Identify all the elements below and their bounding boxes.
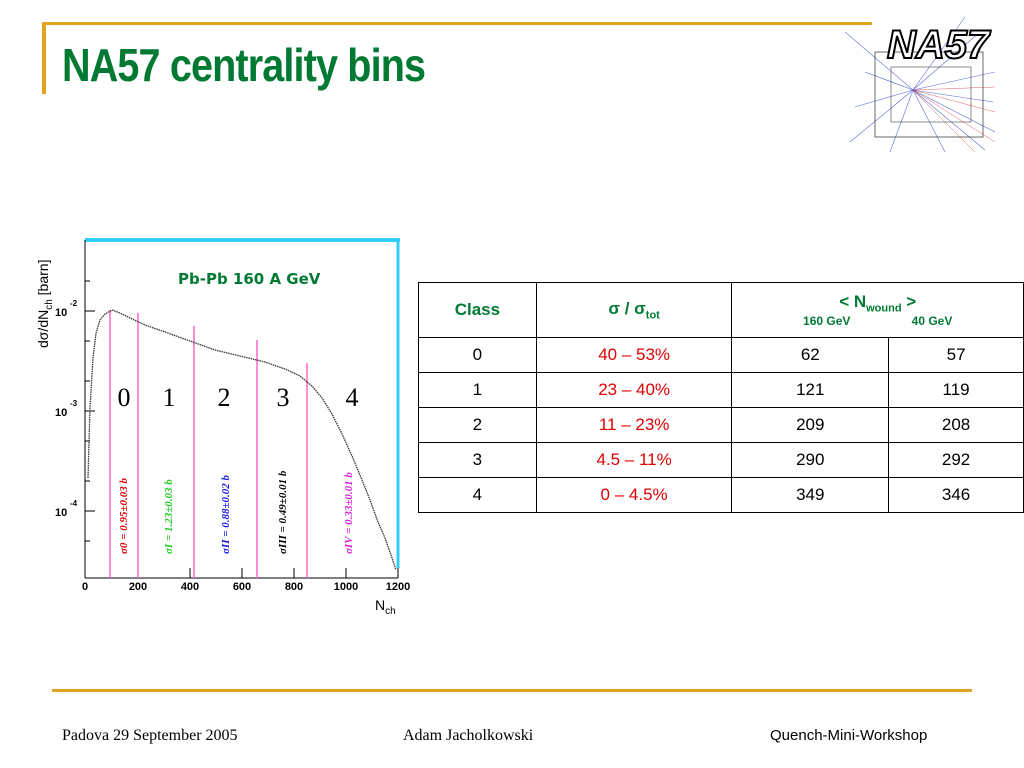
cell-fraction: 4.5 – 11% [535,442,733,478]
logo-text: NA57 [887,23,991,67]
table-row: 1 23 – 40% 121 119 [418,372,1024,408]
table-row: 4 0 – 4.5% 349 346 [418,477,1024,513]
table-row: 3 4.5 – 11% 290 292 [418,442,1024,478]
cell-class: 3 [418,442,537,478]
y-tick-label: 10 [55,507,67,519]
x-tick-label: 200 [129,581,147,593]
bin-number: 1 [163,383,176,412]
cell-n40: 346 [888,477,1024,513]
x-tick-label: 1000 [334,581,358,593]
bin-number: 3 [277,383,290,412]
table-row: 0 40 – 53% 62 57 [418,337,1024,373]
cell-class: 0 [418,337,537,373]
energy-label: Pb-Pb 160 A GeV [178,270,321,288]
cell-n40: 57 [888,337,1024,373]
cell-n40: 292 [888,442,1024,478]
footer-date: Padova 29 September 2005 [62,727,238,744]
header-energy-40: 40 GeV [911,314,953,329]
x-axis-label: Nch [375,597,396,617]
centrality-table: Class σ / σtot < Nwound > 160 GeV 40 GeV … [418,282,1024,513]
cell-class: 4 [418,477,537,513]
title-rule [42,22,872,25]
y-axis-label: dσ/dNch [barn] [35,260,55,348]
y-tick-label: 10 [55,407,67,419]
y-tick-label: 10 [55,307,67,319]
footer-author: Adam Jacholkowski [403,727,534,744]
cell-n160: 121 [731,372,890,408]
x-tick-label: 400 [181,581,199,593]
title-accent-bar [42,22,46,94]
x-tick-label: 600 [233,581,251,593]
na57-logo: NA57 [845,16,995,152]
x-tick-label: 0 [82,581,88,593]
sigma-label-4: σIV = 0.33±0.01 b [343,472,355,554]
cell-n160: 349 [731,477,890,513]
cell-n40: 208 [888,407,1024,443]
header-class: Class [418,282,537,338]
bin-number: 0 [118,383,131,412]
cell-n160: 209 [731,407,890,443]
sigma-label-0: σ0 = 0.95±0.03 b [118,478,130,554]
cell-fraction: 0 – 4.5% [535,477,733,513]
header-nwound: < Nwound > 160 GeV 40 GeV [731,282,1024,338]
cell-n160: 290 [731,442,890,478]
cell-n40: 119 [888,372,1024,408]
x-tick-label: 800 [285,581,303,593]
centrality-histogram: 10 -2 10 -3 10 -4 0 200 400 600 800 1000… [35,238,410,617]
cell-class: 2 [418,407,537,443]
header-sigma: σ / σtot [535,282,733,338]
cell-fraction: 40 – 53% [535,337,733,373]
cell-fraction: 11 – 23% [535,407,733,443]
y-tick-exp: -3 [70,399,78,408]
cell-fraction: 23 – 40% [535,372,733,408]
footer-rule [52,689,972,692]
bin-number: 4 [346,383,359,412]
table-row: 2 11 – 23% 209 208 [418,407,1024,443]
sigma-label-1: σI = 1.23±0.03 b [163,479,175,554]
x-tick-label: 1200 [386,581,410,593]
y-tick-exp: -2 [70,299,78,308]
header-energy-160: 160 GeV [803,314,851,329]
cell-class: 1 [418,372,537,408]
footer-event: Quench-Mini-Workshop [770,727,928,744]
sigma-label-3: σIII = 0.49±0.01 b [277,470,289,554]
cell-n160: 62 [731,337,890,373]
y-tick-exp: -4 [70,499,78,508]
slide-title: NA57 centrality bins [62,39,426,91]
sigma-label-2: σII = 0.88±0.02 b [220,474,232,554]
bin-number: 2 [218,383,231,412]
